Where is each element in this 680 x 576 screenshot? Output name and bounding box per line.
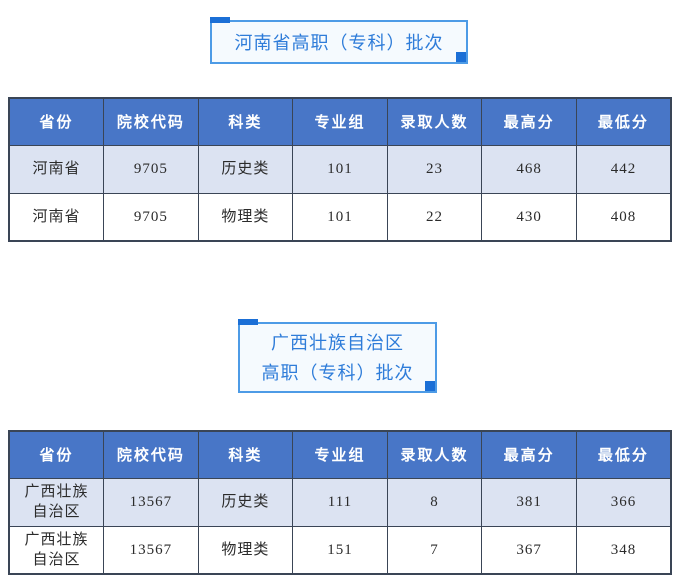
table-header-row: 省份 院校代码 科类 专业组 录取人数 最高分 最低分	[8, 430, 672, 479]
table-row: 河南省 9705 历史类 101 23 468 442	[8, 144, 672, 194]
admissions-table-guangxi: 省份 院校代码 科类 专业组 录取人数 最高分 最低分 广西壮族自治区 1356…	[8, 430, 672, 575]
column-header-category: 科类	[197, 430, 294, 479]
column-header-max-score: 最高分	[481, 430, 577, 479]
cell-category: 历史类	[197, 144, 294, 194]
cell-admitted: 8	[386, 477, 483, 527]
column-header-min-score: 最低分	[575, 430, 672, 479]
cell-code: 9705	[103, 192, 199, 242]
cell-max-score: 381	[481, 477, 577, 527]
table-row: 河南省 9705 物理类 101 22 430 408	[8, 192, 672, 242]
column-header-code: 院校代码	[103, 430, 199, 479]
column-header-admitted: 录取人数	[386, 430, 483, 479]
title-corner-bar-icon	[210, 17, 230, 23]
cell-province: 广西壮族自治区	[8, 525, 105, 575]
table-row: 广西壮族自治区 13567 历史类 111 8 381 366	[8, 477, 672, 527]
admissions-table-henan: 省份 院校代码 科类 专业组 录取人数 最高分 最低分 河南省 9705 历史类…	[8, 97, 672, 242]
cell-province: 广西壮族自治区	[8, 477, 105, 527]
cell-code: 13567	[103, 525, 199, 575]
cell-category: 物理类	[197, 525, 294, 575]
column-header-group: 专业组	[292, 430, 388, 479]
column-header-province: 省份	[8, 97, 105, 146]
section-title-guangxi: 广西壮族自治区 高职（专科）批次	[238, 319, 437, 393]
cell-code: 9705	[103, 144, 199, 194]
section-title-text: 河南省高职（专科）批次	[234, 33, 444, 53]
column-header-min-score: 最低分	[575, 97, 672, 146]
column-header-max-score: 最高分	[481, 97, 577, 146]
cell-group: 151	[292, 525, 388, 575]
column-header-admitted: 录取人数	[386, 97, 483, 146]
column-header-code: 院校代码	[103, 97, 199, 146]
cell-code: 13567	[103, 477, 199, 527]
cell-max-score: 430	[481, 192, 577, 242]
table-header-row: 省份 院校代码 科类 专业组 录取人数 最高分 最低分	[8, 97, 672, 146]
section-title-text-line2: 高职（专科）批次	[261, 362, 414, 383]
cell-admitted: 22	[386, 192, 483, 242]
column-header-category: 科类	[197, 97, 294, 146]
cell-min-score: 366	[575, 477, 672, 527]
section-title-text-line1: 广西壮族自治区	[271, 332, 404, 353]
cell-min-score: 348	[575, 525, 672, 575]
title-corner-bar-icon	[238, 319, 258, 325]
cell-max-score: 468	[481, 144, 577, 194]
cell-province: 河南省	[8, 144, 105, 194]
cell-category: 物理类	[197, 192, 294, 242]
column-header-group: 专业组	[292, 97, 388, 146]
cell-admitted: 7	[386, 525, 483, 575]
cell-province: 河南省	[8, 192, 105, 242]
cell-min-score: 408	[575, 192, 672, 242]
cell-group: 111	[292, 477, 388, 527]
section-title-henan: 河南省高职（专科）批次	[210, 17, 468, 64]
cell-admitted: 23	[386, 144, 483, 194]
cell-group: 101	[292, 192, 388, 242]
cell-min-score: 442	[575, 144, 672, 194]
title-corner-square-icon	[425, 381, 435, 391]
column-header-province: 省份	[8, 430, 105, 479]
title-corner-square-icon	[456, 52, 466, 62]
table-row: 广西壮族自治区 13567 物理类 151 7 367 348	[8, 525, 672, 575]
cell-max-score: 367	[481, 525, 577, 575]
cell-group: 101	[292, 144, 388, 194]
cell-category: 历史类	[197, 477, 294, 527]
